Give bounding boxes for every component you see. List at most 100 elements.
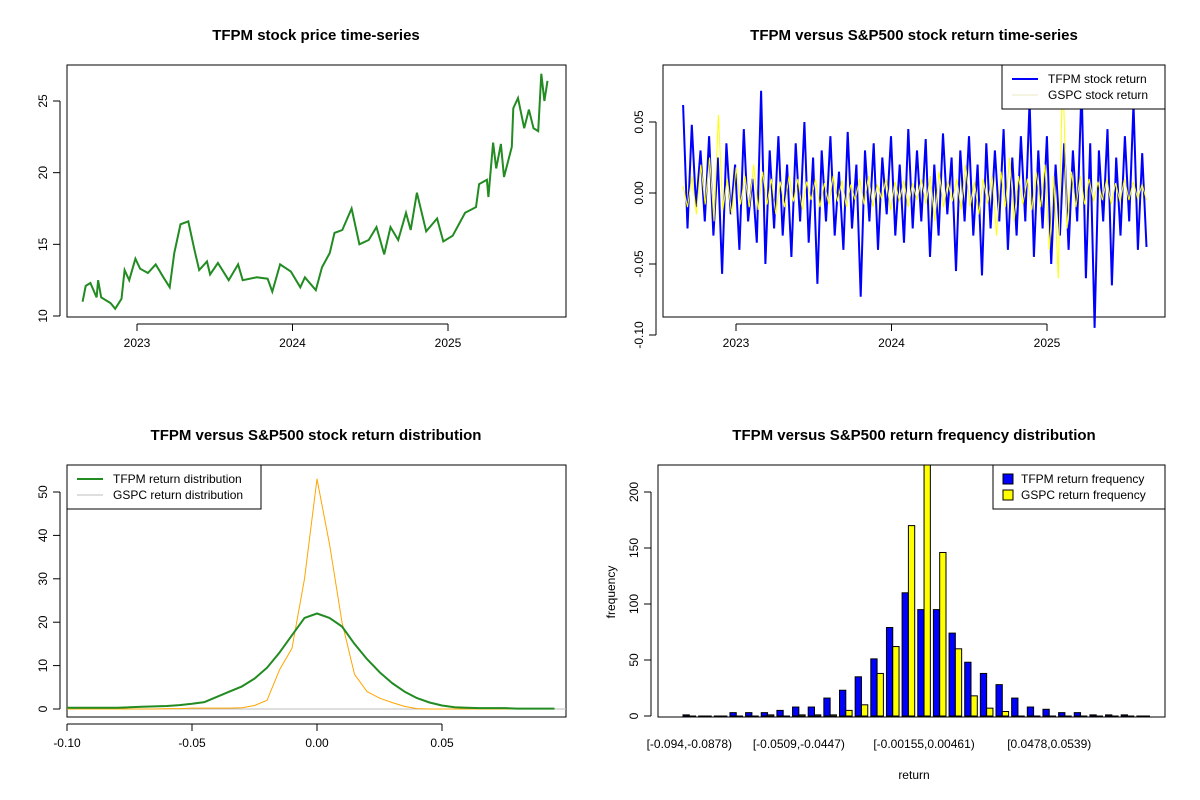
bar-tfpm [1105,714,1113,717]
density-legend-box [66,464,262,510]
bar-gspc [1001,711,1010,717]
frequency-y-tick-label: 150 [627,538,641,558]
frequency-legend-box [992,464,1166,510]
legend-label: GSPC stock return [1048,88,1148,102]
density-line-gspc [67,478,555,710]
bar-tfpm [1026,706,1035,717]
chart-title-returns: TFPM versus S&P500 stock return time-ser… [750,27,1078,44]
price-y-tick-label: 15 [36,237,50,251]
density-x-tick-label: 0.00 [305,736,329,750]
bar-gspc [876,672,884,717]
bar-gspc [814,714,822,717]
bar-tfpm [713,715,722,717]
price-x-tick-label: 2024 [279,336,306,350]
returns-y-tick-label: -0.05 [632,250,646,278]
bar-tfpm [1089,714,1097,717]
bar-tfpm [1058,712,1066,717]
bar-gspc [892,646,900,717]
returns-legend-box [1001,64,1166,110]
bar-tfpm [698,715,706,717]
bar-tfpm [917,609,925,717]
density-y-tick-label: 10 [36,659,50,673]
returns-x-tick-label: 2023 [723,336,750,350]
legend-label: TFPM stock return [1048,72,1147,86]
price-line [81,73,549,311]
density-y-tick-label: 30 [36,572,50,586]
bar-gspc [1142,715,1150,717]
frequency-plot-frame [657,464,1166,718]
bar-gspc [767,714,775,717]
bar-tfpm [948,632,956,717]
density-legend: TFPM return distribution GSPC return dist… [66,464,262,510]
bar-tfpm [901,592,909,717]
density-y-tick-label: 20 [36,615,50,629]
y-axis-label: frequency [604,566,618,619]
bar-gspc [1033,715,1041,717]
bar-gspc [735,715,744,717]
bar-tfpm [839,689,847,717]
bar-gspc [1111,715,1119,717]
legend-swatch [1002,473,1014,485]
legend-label: TFPM return frequency [1021,472,1144,486]
legend-label: TFPM return distribution [113,472,242,486]
returns-line-gspc [682,65,1147,279]
bar-gspc [720,715,728,717]
bar-tfpm [1042,708,1050,717]
bar-tfpm [964,661,972,717]
density-y-tick-label: 50 [36,485,50,499]
bar-gspc [829,714,837,717]
returns-x-tick-label: 2024 [878,336,905,350]
frequency-y-tick-label: 0 [627,712,641,719]
price-x-tick-label: 2023 [124,336,151,350]
density-y-tick-label: 0 [36,705,50,712]
x-category-label: [-0.094,-0.0878) [647,737,732,751]
bar-tfpm [1136,715,1144,717]
bar-gspc [845,709,853,717]
bar-tfpm [854,676,862,717]
bar-tfpm [1011,697,1019,717]
bar-tfpm [760,712,769,717]
bar-gspc [798,714,806,717]
price-y-tick-label: 25 [36,94,50,108]
bar-gspc [923,464,931,717]
x-category-label: [-0.0509,-0.0447) [753,737,845,751]
bar-tfpm [729,712,737,717]
returns-y-tick-label: 0.05 [632,110,646,134]
bar-gspc [970,695,978,717]
bar-tfpm [807,706,816,717]
price-plot-frame [66,64,567,318]
frequency-y-tick-label: 50 [627,653,641,667]
bar-gspc [907,525,916,717]
returns-y-tick-label: 0.00 [632,181,646,205]
legend-label: GSPC return distribution [113,488,243,502]
frequency-legend: TFPM return frequency GSPC return frequen… [992,464,1166,510]
bar-gspc [782,715,791,717]
bar-gspc [1048,715,1057,717]
bar-tfpm [823,697,831,717]
price-x-tick-label: 2025 [435,336,462,350]
price-y-tick-label: 20 [36,166,50,180]
returns-y-tick-label: -0.10 [632,321,646,349]
chart-title-price: TFPM stock price time-series [212,27,420,44]
bar-gspc [1017,715,1025,717]
x-category-label: [0.0478,0.0539) [1007,737,1091,751]
density-x-tick-label: 0.05 [430,736,454,750]
price-y-tick-label: 10 [36,309,50,323]
bar-tfpm [745,712,753,717]
frequency-y-tick-label: 200 [627,482,641,502]
density-x-tick-label: -0.10 [53,736,81,750]
x-category-label: [-0.00155,0.00461) [873,737,974,751]
bar-tfpm [995,684,1003,717]
bar-tfpm [932,609,941,717]
legend-swatch [1002,489,1014,501]
bar-gspc [954,648,963,717]
x-axis-label: return [898,768,929,782]
density-line-tfpm [67,612,555,710]
bar-gspc [860,704,869,717]
bar-gspc [751,715,759,717]
bar-gspc [1064,715,1072,717]
bar-tfpm [885,627,894,717]
bar-gspc [1080,715,1088,717]
legend-label: GSPC return frequency [1021,488,1146,502]
